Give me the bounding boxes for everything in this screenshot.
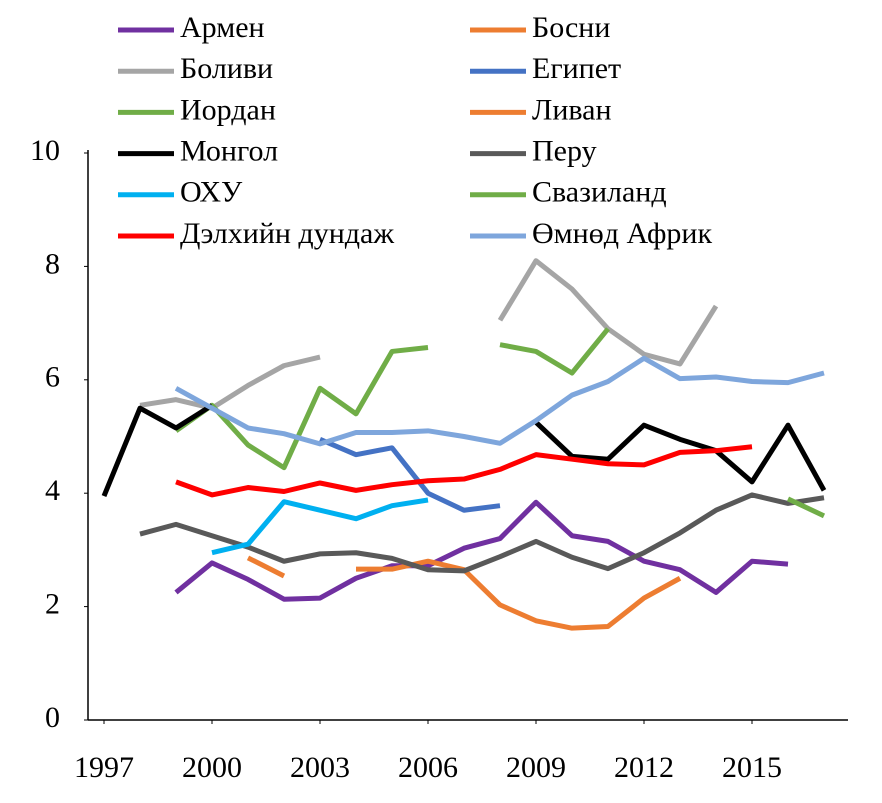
series-line: [175, 444, 753, 498]
y-tick-label: 4: [45, 474, 60, 507]
series-line: [786, 496, 826, 519]
series-line: [174, 355, 825, 447]
x-tick-label: 2009: [506, 751, 566, 784]
legend-label: Иордан: [180, 93, 276, 126]
legend-label: Дэлхийн дундаж: [180, 217, 394, 250]
series-line: [246, 555, 286, 579]
series-line: [101, 403, 827, 497]
y-tick-label: 6: [45, 361, 60, 394]
legend-label: Армен: [180, 11, 265, 44]
legend-label: Босни: [532, 11, 610, 44]
x-tick-label: 2006: [398, 751, 458, 784]
x-tick-label: 2003: [290, 751, 350, 784]
legend-label: Египет: [532, 52, 621, 85]
x-tick-label: 2012: [614, 751, 674, 784]
legend-label: Боливи: [180, 52, 273, 85]
legend-label: Өмнөд Африк: [532, 217, 712, 250]
x-tick-label: 1997: [74, 751, 134, 784]
series-line: [211, 497, 429, 556]
y-tick-label: 10: [30, 134, 60, 167]
x-tick-label: 2000: [182, 751, 242, 784]
legend-label: Ливан: [532, 93, 612, 126]
x-tick-label: 2015: [722, 751, 782, 784]
y-tick-label: 8: [45, 247, 60, 280]
series-line: [139, 492, 825, 574]
legend-label: Свазиланд: [532, 176, 667, 209]
legend-label: Монгол: [180, 134, 278, 167]
y-tick-label: 0: [45, 701, 60, 734]
legend-label: Перу: [532, 134, 597, 167]
series-line: [174, 499, 789, 602]
series-line: [319, 437, 501, 513]
y-tick-label: 2: [45, 587, 60, 620]
legend-label: ОХУ: [180, 176, 243, 209]
